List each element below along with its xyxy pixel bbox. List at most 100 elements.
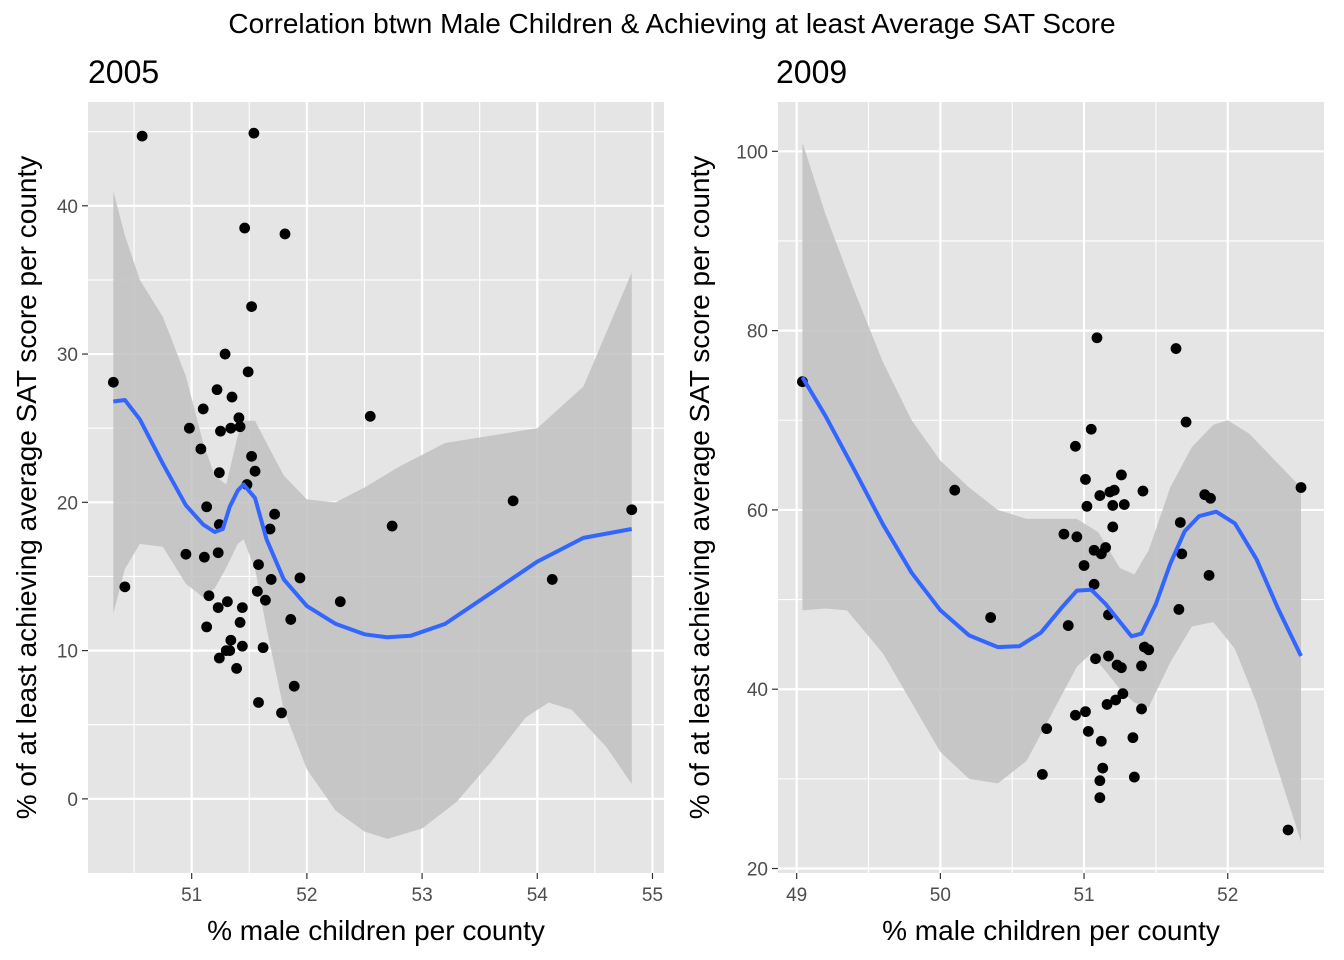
data-point <box>507 495 519 507</box>
data-point <box>285 614 297 625</box>
data-point <box>1070 709 1081 721</box>
data-point <box>1041 723 1053 735</box>
data-point <box>1036 768 1048 780</box>
data-point <box>226 391 238 403</box>
data-point <box>1282 824 1294 836</box>
data-point <box>1088 578 1100 590</box>
panel-subtitle: 2005 <box>88 54 159 90</box>
data-point <box>294 572 306 584</box>
x-tick-label: 52 <box>1217 885 1238 906</box>
data-point <box>1116 662 1127 674</box>
data-point <box>1107 521 1119 533</box>
data-point <box>203 590 215 602</box>
data-point <box>1116 469 1127 481</box>
x-tick-label: 55 <box>642 885 663 906</box>
x-tick-label: 51 <box>181 885 202 906</box>
data-point <box>1101 699 1113 710</box>
data-point <box>215 425 226 437</box>
data-point <box>1176 548 1188 560</box>
data-point <box>288 680 300 692</box>
data-point <box>213 467 225 479</box>
data-point <box>107 376 119 388</box>
data-point <box>1097 762 1109 774</box>
data-point <box>1173 604 1185 615</box>
data-point <box>949 484 961 496</box>
data-point <box>364 410 376 422</box>
data-point <box>1090 653 1101 665</box>
data-point <box>386 520 398 532</box>
y-tick-label: 40 <box>57 197 78 218</box>
data-point <box>1091 332 1103 344</box>
data-point <box>1174 517 1186 528</box>
x-axis-title: % male children per county <box>207 915 545 946</box>
data-point <box>264 523 276 535</box>
data-point <box>234 617 246 628</box>
x-tick-label: 50 <box>930 885 951 906</box>
data-point <box>1108 484 1120 496</box>
data-point <box>1170 343 1182 354</box>
data-point <box>1095 735 1107 747</box>
data-point <box>119 581 131 593</box>
data-point <box>251 585 263 597</box>
data-point <box>985 612 997 623</box>
data-point <box>1295 482 1307 493</box>
data-point <box>279 228 291 240</box>
data-point <box>1136 703 1147 715</box>
data-point <box>1127 732 1139 744</box>
panel-subtitle: 2009 <box>776 54 847 90</box>
data-point <box>239 222 251 234</box>
data-point <box>1205 492 1216 504</box>
data-point <box>231 662 243 674</box>
data-point <box>242 366 254 378</box>
y-tick-label: 20 <box>57 493 78 514</box>
x-tick-label: 54 <box>527 885 549 906</box>
data-point <box>248 127 260 139</box>
data-point <box>225 422 237 434</box>
y-tick-label: 20 <box>747 860 768 881</box>
data-point <box>1117 688 1129 700</box>
data-point <box>234 421 246 433</box>
y-tick-label: 60 <box>747 501 768 522</box>
x-tick-label: 53 <box>412 885 433 906</box>
data-point <box>136 130 148 142</box>
data-point <box>1062 620 1074 631</box>
data-point <box>225 634 237 646</box>
data-point <box>236 640 248 652</box>
data-point <box>233 412 245 424</box>
confidence-ribbon <box>113 190 632 839</box>
data-point <box>1137 485 1149 497</box>
y-tick-label: 0 <box>67 790 78 811</box>
data-point <box>213 652 225 664</box>
data-point <box>246 301 257 313</box>
smooth-line <box>800 376 1303 657</box>
panel-2009: 49 50 51 52 20 40 60 80 100 2009 % male children p… <box>684 54 1324 946</box>
data-point <box>1094 775 1106 787</box>
data-point <box>253 559 264 570</box>
data-point <box>276 707 287 719</box>
data-point <box>1078 560 1090 571</box>
data-point <box>236 602 248 613</box>
data-point <box>1085 423 1097 435</box>
y-tick-label: 100 <box>736 142 768 163</box>
data-point <box>1180 416 1192 428</box>
data-point <box>1128 771 1140 783</box>
y-tick-label: 30 <box>57 345 78 366</box>
data-point <box>1203 569 1215 581</box>
data-point <box>1081 500 1093 512</box>
data-point <box>212 547 224 559</box>
data-point <box>246 450 257 462</box>
y-tick-label: 10 <box>57 642 78 663</box>
data-point <box>546 574 558 585</box>
panel-2005: 51 52 53 54 55 0 10 20 30 40 2005 % male children p… <box>11 54 664 946</box>
x-axis-title: % male children per county <box>882 915 1220 946</box>
data-point <box>180 548 192 560</box>
data-point <box>265 574 277 585</box>
data-point <box>249 465 261 477</box>
data-point <box>1100 542 1111 553</box>
data-point <box>1080 706 1091 718</box>
data-point <box>253 697 264 708</box>
y-axis-title: % of at least achieving average SAT scor… <box>11 156 42 820</box>
data-point <box>1070 440 1081 452</box>
data-point <box>224 645 236 656</box>
data-point <box>1094 792 1106 804</box>
